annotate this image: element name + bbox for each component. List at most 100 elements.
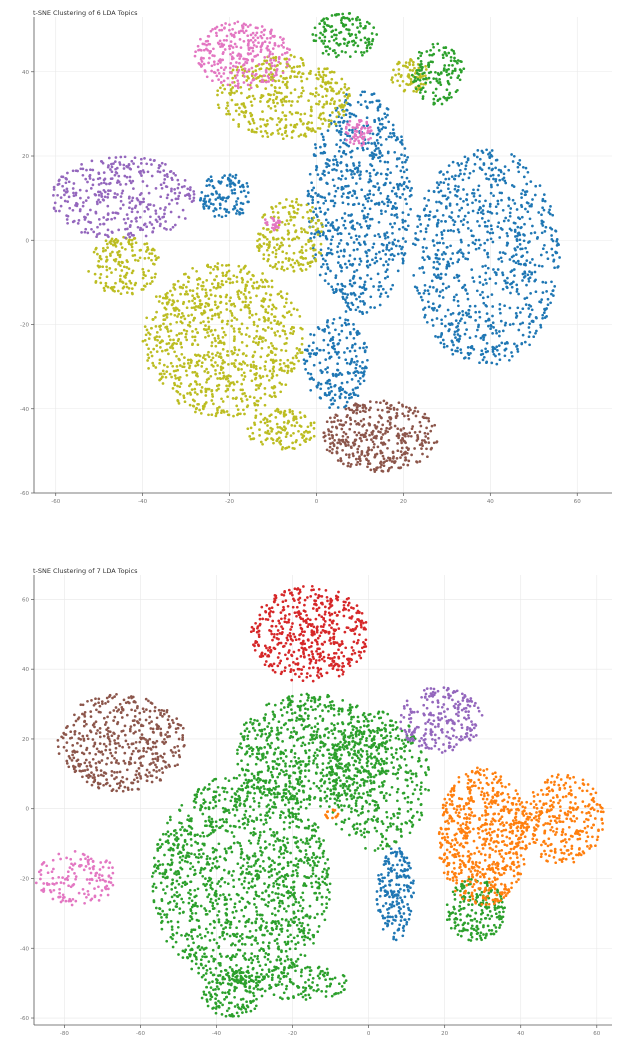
scatter-point — [309, 209, 313, 213]
scatter-point — [355, 433, 359, 437]
scatter-point — [344, 177, 348, 180]
scatter-point — [148, 221, 152, 224]
scatter-point — [467, 356, 471, 360]
scatter-point — [244, 29, 248, 33]
scatter-point — [264, 87, 268, 90]
scatter-point — [222, 374, 226, 378]
scatter-point — [358, 310, 362, 313]
scatter-point — [371, 440, 375, 444]
scatter-point — [288, 410, 292, 414]
scatter-point — [347, 86, 351, 90]
scatter-point — [64, 181, 68, 185]
scatter-point — [357, 431, 361, 435]
scatter-point — [479, 167, 482, 170]
scatter-point — [287, 419, 290, 423]
scatter-point — [451, 261, 455, 265]
scatter-point — [100, 195, 104, 198]
scatter-point — [242, 292, 246, 296]
scatter-point — [161, 369, 165, 373]
scatter-point — [449, 216, 453, 219]
scatter-point — [330, 402, 333, 406]
scatter-point — [176, 399, 180, 403]
scatter-point — [311, 201, 314, 205]
scatter-point — [416, 434, 419, 437]
scatter-point — [218, 377, 222, 380]
scatter-point — [271, 251, 275, 254]
scatter-point — [201, 42, 205, 46]
scatter-point — [340, 195, 344, 198]
scatter-point — [550, 234, 553, 237]
scatter-point — [384, 270, 388, 274]
scatter-point — [292, 330, 296, 333]
scatter-point — [319, 248, 323, 252]
scatter-point — [481, 151, 485, 154]
scatter-point — [364, 219, 368, 223]
scatter-point — [481, 283, 485, 286]
scatter-point — [155, 310, 158, 314]
scatter-point — [285, 198, 288, 201]
scatter-point — [232, 274, 236, 278]
scatter-point — [336, 419, 340, 422]
scatter-point — [401, 237, 405, 240]
scatter-point — [205, 380, 208, 384]
scatter-point — [466, 203, 470, 206]
scatter-point — [249, 81, 253, 85]
scatter-point — [510, 282, 514, 285]
scatter-point — [386, 263, 390, 266]
scatter-point — [209, 175, 213, 179]
scatter-point — [236, 408, 240, 411]
scatter-point — [204, 390, 208, 394]
scatter-point — [219, 311, 223, 314]
scatter-point — [283, 223, 287, 226]
scatter-point — [325, 102, 329, 105]
scatter-point — [246, 44, 250, 47]
scatter-point — [52, 194, 55, 197]
scatter-point — [118, 161, 121, 164]
scatter-point — [405, 228, 408, 232]
scatter-point — [392, 205, 395, 209]
scatter-point — [193, 353, 197, 357]
scatter-point — [174, 309, 177, 312]
scatter-point — [381, 433, 385, 436]
scatter-point — [229, 32, 233, 36]
scatter-point — [277, 60, 281, 64]
scatter-point — [188, 366, 191, 370]
scatter-point — [338, 389, 342, 393]
scatter-point — [275, 73, 278, 77]
scatter-point — [229, 89, 233, 92]
scatter-point — [423, 416, 427, 420]
scatter-point — [359, 419, 363, 423]
scatter-point — [466, 297, 470, 301]
scatter-point — [549, 205, 552, 208]
scatter-point — [430, 446, 433, 450]
scatter-point — [297, 429, 300, 433]
scatter-point — [356, 394, 360, 398]
scatter-point — [389, 416, 392, 419]
scatter-point — [424, 65, 427, 68]
scatter-point — [283, 305, 286, 308]
scatter-point — [213, 300, 217, 304]
scatter-point — [436, 335, 440, 339]
scatter-point — [309, 92, 312, 95]
scatter-point — [477, 208, 481, 212]
scatter-point — [390, 213, 393, 217]
scatter-point — [71, 169, 75, 173]
scatter-point — [395, 164, 399, 168]
scatter-point — [343, 83, 347, 86]
scatter-point — [219, 66, 223, 70]
scatter-point — [239, 65, 243, 69]
scatter-point — [221, 400, 225, 403]
scatter-point — [366, 265, 370, 269]
scatter-point — [551, 253, 555, 257]
scatter-point — [527, 279, 531, 283]
scatter-point — [528, 240, 531, 243]
scatter-point — [124, 236, 127, 240]
scatter-point — [386, 446, 389, 450]
scatter-point — [338, 124, 342, 128]
scatter-point — [252, 360, 255, 364]
scatter-point — [213, 207, 217, 210]
scatter-series — [193, 20, 373, 232]
scatter-point — [306, 425, 310, 429]
scatter-point — [240, 102, 244, 106]
scatter-point — [525, 250, 529, 254]
